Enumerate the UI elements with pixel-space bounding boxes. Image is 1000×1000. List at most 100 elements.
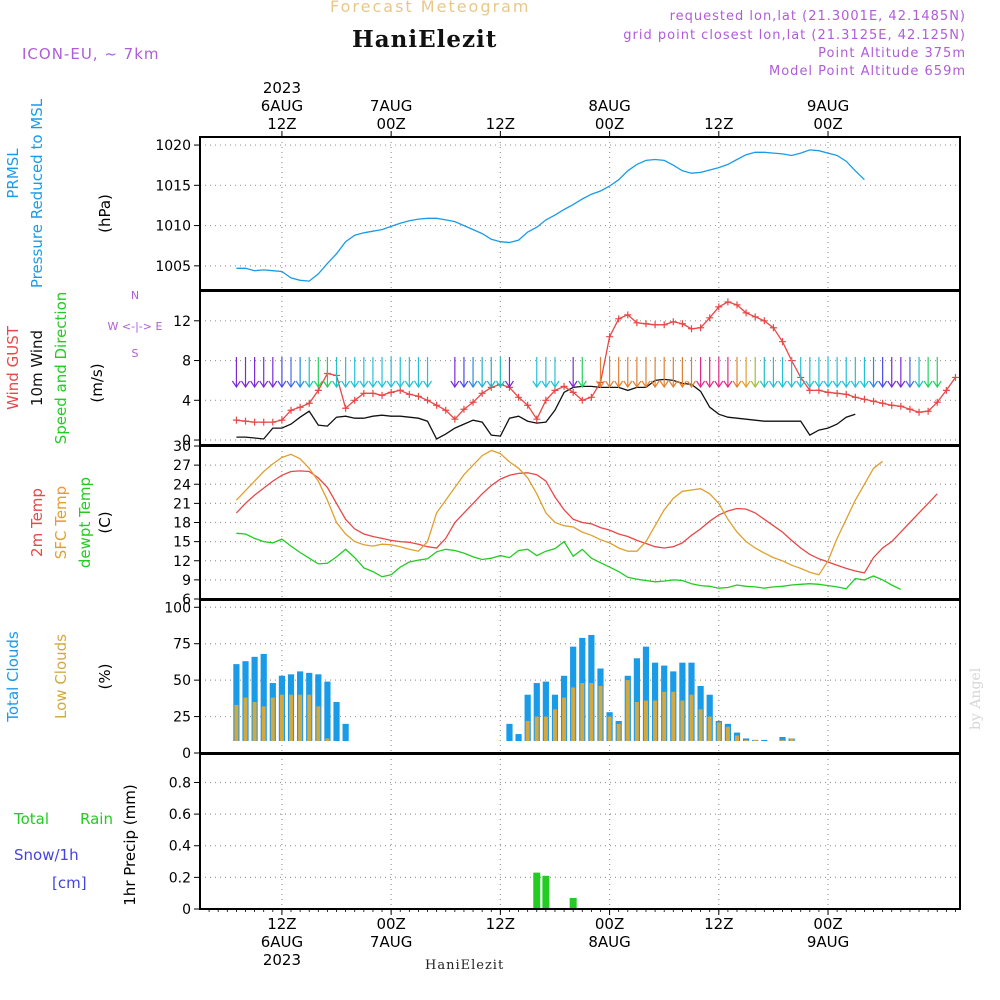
bottom-time-label: 00Z [595,915,624,933]
y-tick-label: 0.2 [169,870,191,886]
point-altitude: Point Altitude 375m [818,46,966,61]
model-altitude: Model Point Altitude 659m [769,64,966,79]
unit-label: 1hr Precip (mm) [121,784,139,905]
arrow-head [541,380,551,389]
arrow-head [295,380,305,389]
top-time-label: 00Z [595,115,624,133]
gust-marker [742,309,750,317]
gust-marker [560,382,568,390]
wind-direction-arrow [850,357,860,389]
low-cloud-bar [289,694,294,741]
arrow-head [814,380,824,389]
total-cloud-bar [633,658,640,741]
low-cloud-bar [552,709,557,741]
low-cloud-bar [252,702,257,741]
wind-direction-arrow [614,357,624,389]
panel-label: Wind GUST [4,325,22,410]
top-time-label: 12Z [486,115,515,133]
wind-direction-arrow [468,357,478,389]
gust-marker [469,398,477,406]
wind-direction-arrow [869,357,879,389]
arrow-head [696,380,706,389]
arrow-head [832,380,842,389]
arrow-head [568,380,578,389]
total-cloud-bar [260,653,267,741]
gust-marker [542,396,550,404]
gust-marker [296,403,304,411]
gust-marker [387,388,395,396]
total-cloud-bar [233,664,240,741]
arrow-head [368,380,378,389]
gust-marker [906,405,914,413]
y-tick-label: 0 [182,433,191,449]
wind-direction-arrow [541,357,551,389]
gust-marker [651,321,659,329]
y-tick-label: 75 [173,637,191,653]
gust-marker [706,314,714,322]
arrow-head [304,380,314,389]
wind-direction-arrow [905,357,915,389]
arrow-head [869,380,879,389]
arrow-head [359,380,369,389]
gust-marker [305,399,313,407]
unit-label: (C) [96,511,114,533]
gust-marker [424,396,432,404]
bottom-time-label: 12Z [267,915,296,933]
arrow-head [741,380,751,389]
total-cloud-bar [324,681,331,741]
wind-direction-arrow [286,357,296,389]
compass-west-east: W <-|-> E [108,320,163,333]
wind-direction-arrow [914,357,924,389]
arrow-head [750,380,760,389]
arrow-head [459,380,469,389]
y-tick-label: 4 [182,393,191,409]
low-cloud-bar [780,739,785,741]
bottom-time-label: 12Z [486,915,515,933]
gust-marker [251,418,259,426]
wind-direction-arrow [741,357,751,389]
wind-direction-arrow [932,357,942,389]
arrow-head [550,380,560,389]
unit-label: (m/s) [88,363,106,402]
panel-label: Low Clouds [52,634,70,719]
total-cloud-bar [779,736,786,741]
arrow-head [332,380,342,389]
arrow-head [577,380,587,389]
y-tick-label: 15 [173,535,191,551]
total-cloud-bar [542,681,549,741]
arrow-head [668,380,678,389]
arrow-head [341,380,351,389]
wind-direction-arrow [231,357,241,389]
gust-marker [351,396,359,404]
arrow-head [714,380,724,389]
arrow-head [823,380,833,389]
arrow-head [386,380,396,389]
low-cloud-bar [789,738,794,741]
arrow-head [659,380,669,389]
bottom-time-label: 6AUG [261,933,303,951]
low-cloud-bar [562,697,567,741]
total-cloud-bar [533,683,540,741]
gust-marker [724,298,732,306]
wind-direction-arrow [413,357,423,389]
arrow-head [878,380,888,389]
arrow-head [705,380,715,389]
arrow-head [677,380,687,389]
gust-marker [897,402,905,410]
wind-direction-arrow [332,357,342,389]
arrow-head [787,380,797,389]
wind-direction-arrow [686,357,696,389]
arrow-head [595,380,605,389]
wind-direction-arrow [359,357,369,389]
arrow-head [286,380,296,389]
gust-marker [879,399,887,407]
wind-direction-arrow [714,357,724,389]
low-cloud-bar [680,700,685,741]
y-tick-label: 1005 [155,259,191,275]
wind-direction-arrow [668,357,678,389]
low-cloud-bar [698,709,703,741]
bottom-time-label: 8AUG [588,933,630,951]
gust-marker [870,397,878,405]
low-cloud-bar [279,694,284,741]
arrow-head [623,380,633,389]
